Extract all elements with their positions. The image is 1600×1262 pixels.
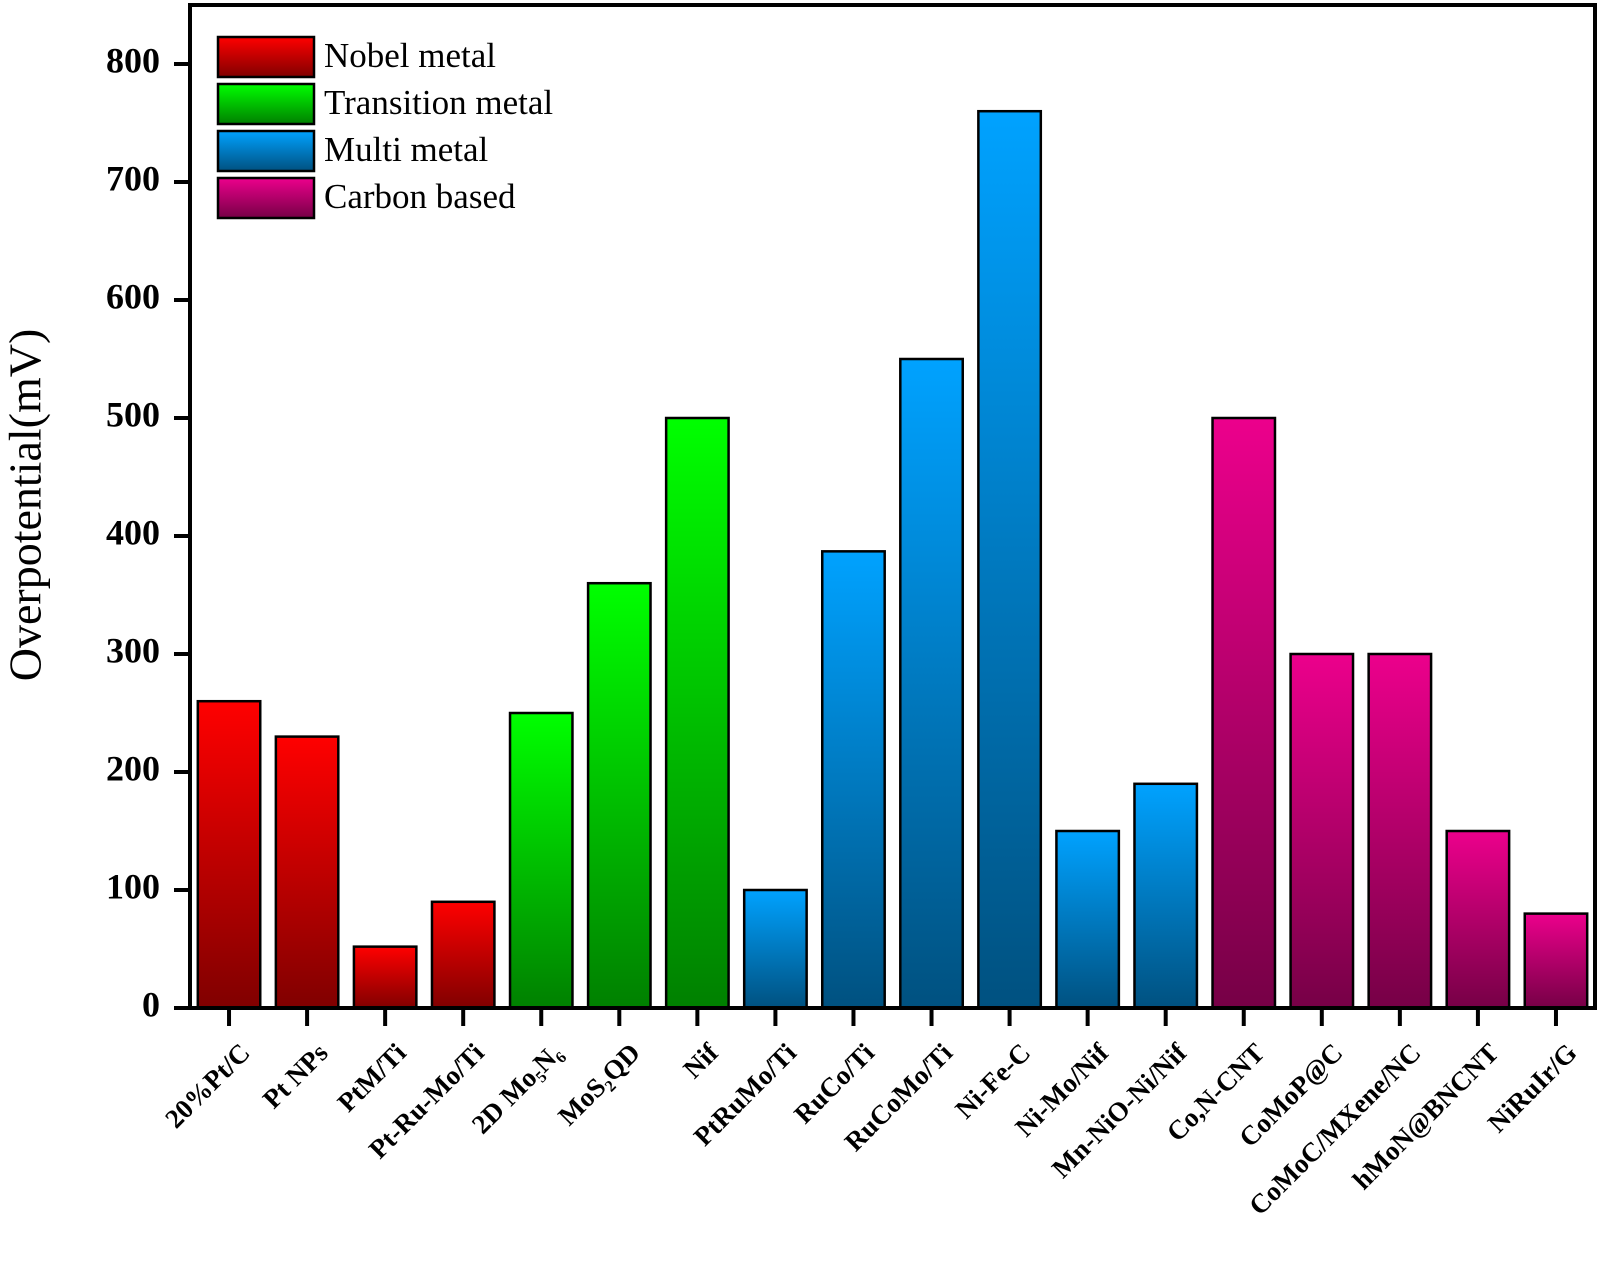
bar	[196, 699, 262, 1010]
x-tick-label: MoS₂QD	[552, 1037, 646, 1131]
legend-swatch	[216, 129, 316, 173]
y-tick-label: 200	[106, 748, 160, 788]
y-axis-title: Overpotential(mV)	[0, 329, 51, 682]
legend-swatch	[216, 82, 316, 126]
y-tick-label: 100	[106, 866, 160, 906]
y-tick-label: 600	[106, 276, 160, 316]
bar	[1523, 912, 1589, 1010]
y-tick-label: 300	[106, 630, 160, 670]
y-tick-label: 0	[142, 984, 160, 1024]
x-tick-label: Mn-NiO-Ni/Nif	[1046, 1037, 1193, 1184]
bar	[586, 581, 652, 1010]
bar	[1289, 652, 1355, 1010]
y-tick-label: 400	[106, 512, 160, 552]
y-tick-label: 500	[106, 394, 160, 434]
legend-label: Carbon based	[324, 177, 516, 216]
bar	[352, 945, 418, 1010]
x-tick-label: 20%Pt/C	[159, 1037, 256, 1134]
legend-label: Nobel metal	[324, 36, 496, 75]
bar	[508, 711, 574, 1010]
legend-label: Multi metal	[324, 130, 489, 169]
x-tick-label: Pt NPs	[257, 1037, 334, 1114]
x-tick-label: Nif	[677, 1037, 724, 1084]
bar	[977, 109, 1043, 1010]
bar	[1445, 829, 1511, 1010]
bar	[1367, 652, 1433, 1010]
bar	[1055, 829, 1121, 1010]
bar	[1133, 782, 1199, 1010]
x-tick-label: hMoN@BNCNT	[1347, 1037, 1505, 1195]
bar	[821, 550, 886, 1010]
bar	[274, 735, 340, 1010]
bar	[430, 900, 496, 1010]
legend-swatch	[216, 35, 316, 79]
bar	[899, 357, 964, 1010]
plot-frame	[188, 3, 1597, 1010]
legend-label: Transition metal	[324, 83, 553, 122]
y-tick-label: 800	[106, 40, 160, 80]
y-tick-label: 700	[106, 158, 160, 198]
legend-swatch	[216, 176, 316, 220]
bar	[664, 416, 730, 1010]
bar	[742, 888, 808, 1010]
bar	[1211, 416, 1277, 1010]
